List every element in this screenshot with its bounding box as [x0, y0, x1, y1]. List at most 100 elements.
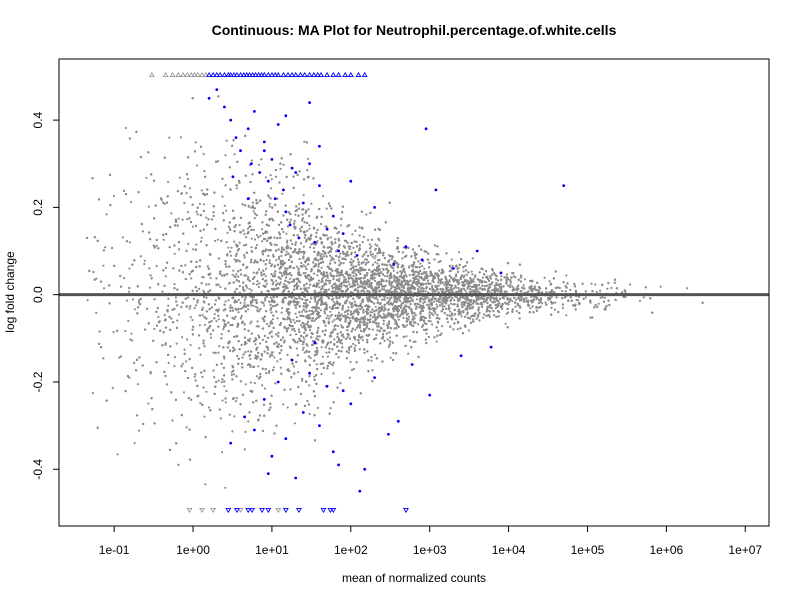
point-not-significant	[286, 406, 289, 409]
point-not-significant	[352, 271, 355, 274]
point-not-significant	[273, 304, 277, 307]
point-not-significant	[505, 276, 508, 279]
point-not-significant	[386, 296, 389, 300]
point-not-significant	[402, 286, 406, 290]
point-not-significant	[373, 257, 376, 260]
point-not-significant	[287, 313, 290, 316]
point-not-significant	[491, 289, 494, 292]
point-not-significant	[335, 274, 338, 278]
point-not-significant	[448, 310, 452, 313]
point-not-significant	[370, 245, 373, 248]
point-not-significant	[296, 234, 299, 237]
point-not-significant	[280, 311, 283, 314]
point-not-significant	[293, 327, 296, 330]
point-not-significant	[280, 254, 283, 258]
point-not-significant	[449, 302, 453, 305]
point-not-significant	[269, 296, 272, 299]
point-not-significant	[301, 379, 304, 382]
point-not-significant	[224, 486, 227, 489]
point-not-significant	[589, 316, 592, 319]
point-not-significant	[339, 224, 343, 227]
point-not-significant	[250, 304, 253, 307]
point-not-significant	[249, 365, 252, 369]
point-not-significant	[231, 273, 234, 276]
point-not-significant	[306, 157, 309, 160]
point-not-significant	[201, 375, 204, 378]
point-not-significant	[168, 136, 171, 139]
point-not-significant	[176, 319, 179, 322]
point-not-significant	[322, 195, 325, 198]
point-not-significant	[606, 287, 609, 290]
point-not-significant	[328, 254, 332, 257]
point-not-significant	[435, 340, 438, 343]
point-not-significant	[247, 204, 250, 207]
point-not-significant	[95, 311, 98, 314]
point-not-significant	[405, 324, 408, 327]
point-not-significant	[449, 276, 453, 279]
point-not-significant	[295, 265, 298, 268]
point-not-significant	[509, 281, 513, 284]
point-not-significant	[320, 372, 323, 376]
point-not-significant	[297, 371, 300, 374]
point-not-significant	[320, 253, 324, 256]
point-not-significant	[252, 304, 255, 307]
point-not-significant	[232, 269, 235, 272]
point-not-significant	[454, 284, 457, 287]
point-not-significant	[336, 324, 339, 328]
point-not-significant	[307, 208, 310, 211]
point-not-significant	[376, 244, 379, 247]
point-not-significant	[187, 242, 190, 245]
point-not-significant	[544, 301, 547, 304]
point-not-significant	[276, 317, 279, 320]
point-not-significant	[338, 280, 341, 283]
point-not-significant	[167, 297, 170, 300]
point-not-significant	[310, 243, 313, 246]
point-not-significant	[470, 270, 473, 273]
point-not-significant	[259, 342, 262, 345]
point-not-significant	[235, 187, 238, 190]
point-not-significant	[425, 332, 428, 335]
point-not-significant	[446, 321, 450, 324]
point-not-significant	[441, 288, 444, 291]
point-not-significant	[279, 366, 282, 369]
point-not-significant	[219, 417, 222, 420]
point-not-significant	[335, 317, 338, 320]
point-not-significant	[381, 287, 384, 290]
point-not-significant	[327, 251, 330, 254]
point-not-significant	[388, 320, 391, 323]
point-not-significant	[466, 308, 469, 311]
point-not-significant	[313, 320, 316, 323]
point-not-significant	[91, 392, 94, 395]
point-not-significant	[367, 238, 370, 242]
point-not-significant	[342, 262, 345, 265]
point-not-significant	[344, 337, 347, 341]
point-not-significant	[253, 212, 257, 215]
point-not-significant	[417, 275, 420, 278]
point-not-significant	[218, 345, 221, 348]
point-not-significant	[351, 284, 354, 288]
point-not-significant	[220, 381, 223, 384]
point-not-significant	[111, 387, 114, 390]
point-not-significant	[390, 265, 393, 268]
point-not-significant	[177, 217, 180, 220]
point-not-significant	[348, 376, 351, 379]
point-not-significant	[196, 301, 199, 304]
point-not-significant	[164, 266, 168, 270]
point-not-significant	[304, 272, 307, 275]
point-not-significant	[201, 314, 204, 317]
point-not-significant	[182, 391, 186, 394]
point-not-significant	[374, 254, 377, 258]
point-not-significant	[330, 285, 333, 288]
point-not-significant	[337, 259, 340, 262]
point-not-significant	[293, 219, 296, 223]
point-not-significant	[412, 340, 415, 343]
point-not-significant	[423, 267, 426, 270]
point-not-significant	[245, 286, 248, 289]
point-not-significant	[295, 347, 298, 350]
point-not-significant	[185, 360, 188, 363]
point-not-significant	[394, 313, 397, 316]
point-not-significant	[374, 305, 377, 308]
point-not-significant	[223, 357, 226, 360]
point-not-significant	[281, 246, 284, 249]
point-not-significant	[253, 217, 256, 220]
